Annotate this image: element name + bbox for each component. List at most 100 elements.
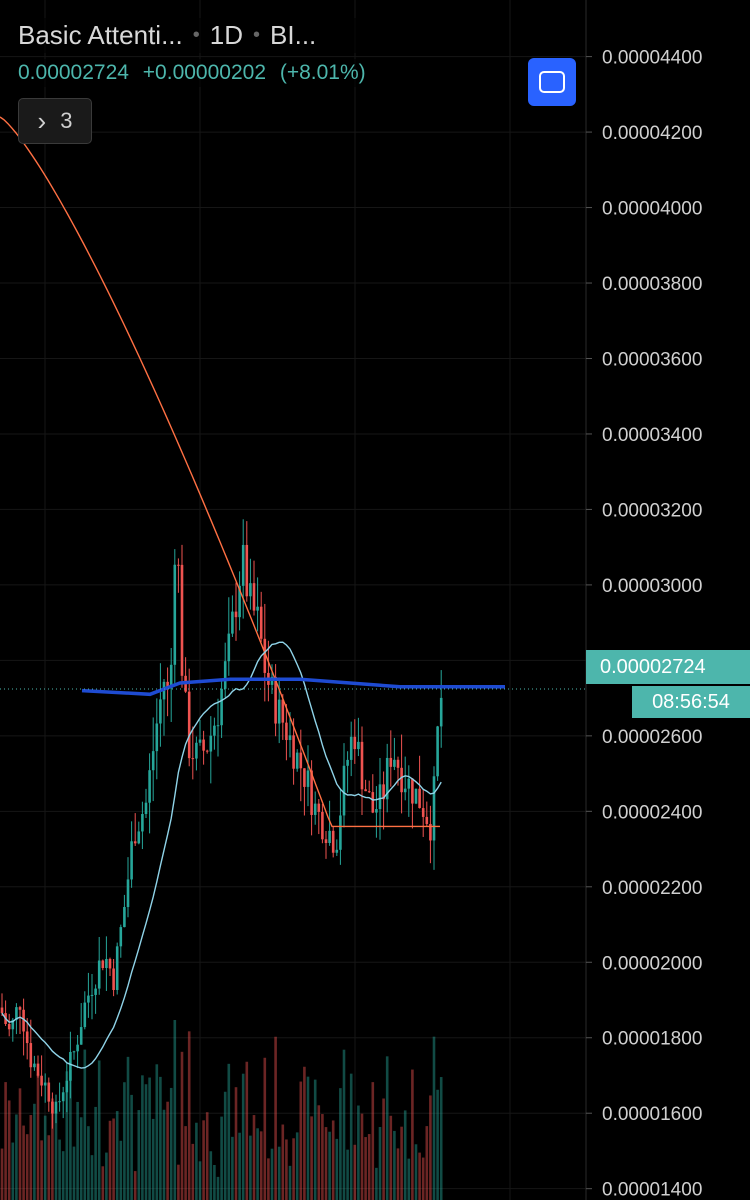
candle-body[interactable]: [277, 699, 281, 724]
symbol-row[interactable]: Basic Attenti... • 1D • BI...: [12, 18, 380, 53]
candle-body[interactable]: [220, 688, 223, 726]
candle-body[interactable]: [79, 1027, 83, 1045]
candle-body[interactable]: [87, 995, 90, 1003]
candle-body[interactable]: [245, 544, 249, 597]
candle-body[interactable]: [231, 611, 234, 634]
candle-body[interactable]: [421, 808, 425, 817]
candle-body[interactable]: [393, 759, 396, 767]
candle-body[interactable]: [339, 815, 342, 850]
candle-body[interactable]: [227, 633, 231, 662]
candle-body[interactable]: [43, 1082, 47, 1086]
candle-body[interactable]: [367, 791, 371, 793]
candle-body[interactable]: [411, 778, 414, 804]
candle-body[interactable]: [342, 765, 346, 816]
candle-body[interactable]: [126, 879, 130, 908]
candle-body[interactable]: [439, 697, 443, 727]
candle-body[interactable]: [159, 699, 162, 724]
candle-body[interactable]: [313, 803, 317, 815]
candle-body[interactable]: [72, 1051, 76, 1053]
candle-body[interactable]: [249, 583, 252, 597]
candle-body[interactable]: [166, 681, 169, 689]
candle-body[interactable]: [155, 723, 159, 752]
candle-body[interactable]: [396, 759, 400, 768]
candle-body[interactable]: [385, 757, 389, 800]
candle-body[interactable]: [295, 752, 299, 769]
candle-body[interactable]: [40, 1075, 43, 1086]
candle-body[interactable]: [378, 784, 382, 810]
candle-body[interactable]: [101, 960, 105, 969]
candle-body[interactable]: [205, 750, 209, 752]
candle-body[interactable]: [94, 988, 97, 995]
candle-body[interactable]: [407, 778, 411, 789]
candle-body[interactable]: [195, 742, 198, 759]
candle-body[interactable]: [216, 725, 220, 727]
candle-body[interactable]: [36, 1063, 40, 1076]
candle-body[interactable]: [141, 813, 144, 832]
fullscreen-button[interactable]: [528, 58, 576, 106]
candle-body[interactable]: [33, 1063, 36, 1068]
candle-body[interactable]: [360, 741, 364, 790]
candle-body[interactable]: [429, 823, 432, 841]
drawn-trendline[interactable]: [81, 677, 505, 697]
candle-body[interactable]: [328, 830, 331, 843]
candle-body[interactable]: [234, 611, 238, 618]
candle-body[interactable]: [306, 770, 310, 787]
candle-body[interactable]: [238, 585, 241, 618]
candle-body[interactable]: [375, 809, 378, 813]
candle-body[interactable]: [331, 830, 335, 853]
candle-body[interactable]: [105, 958, 108, 969]
candle-body[interactable]: [58, 1101, 61, 1103]
candle-body[interactable]: [382, 784, 385, 800]
candle-body[interactable]: [263, 638, 267, 673]
candle-body[interactable]: [151, 751, 155, 771]
candle-body[interactable]: [119, 927, 123, 947]
candle-body[interactable]: [281, 699, 285, 723]
candle-body[interactable]: [22, 1009, 25, 1032]
symbol-name[interactable]: Basic Attenti...: [18, 20, 183, 50]
candle-body[interactable]: [169, 664, 173, 689]
candle-body[interactable]: [83, 1002, 87, 1028]
candle-body[interactable]: [252, 583, 256, 611]
candle-body[interactable]: [303, 768, 306, 787]
candle-body[interactable]: [112, 968, 115, 991]
candle-body[interactable]: [321, 811, 324, 840]
candle-body[interactable]: [209, 735, 213, 752]
candle-body[interactable]: [69, 1051, 72, 1081]
candle-body[interactable]: [133, 841, 137, 844]
candle-body[interactable]: [310, 770, 313, 815]
candle-body[interactable]: [357, 741, 360, 750]
candle-body[interactable]: [51, 1101, 54, 1114]
candle-body[interactable]: [317, 803, 321, 812]
candle-body[interactable]: [371, 792, 375, 813]
candle-body[interactable]: [335, 849, 339, 853]
candle-body[interactable]: [400, 767, 403, 793]
candle-body[interactable]: [425, 816, 429, 824]
candle-body[interactable]: [364, 789, 367, 792]
candle-body[interactable]: [389, 757, 393, 767]
candle-body[interactable]: [418, 788, 421, 809]
candle-body[interactable]: [202, 739, 205, 751]
candle-body[interactable]: [115, 946, 119, 991]
candle-body[interactable]: [61, 1092, 65, 1102]
exchange-label[interactable]: BI...: [270, 20, 317, 50]
candle-body[interactable]: [148, 770, 151, 803]
candle-body[interactable]: [90, 994, 94, 996]
candle-body[interactable]: [65, 1080, 69, 1093]
candle-body[interactable]: [353, 736, 357, 750]
candlesticks[interactable]: [0, 519, 443, 1129]
price-axis[interactable]: 0.00004400 0.00004200 0.00004000 0.00003800…: [586, 48, 702, 1200]
candle-body[interactable]: [274, 676, 277, 724]
candle-body[interactable]: [7, 1023, 11, 1030]
candle-body[interactable]: [198, 739, 202, 743]
candle-body[interactable]: [177, 564, 180, 566]
candle-body[interactable]: [403, 788, 407, 793]
candle-body[interactable]: [256, 606, 259, 611]
candle-body[interactable]: [414, 788, 418, 804]
candle-body[interactable]: [123, 907, 126, 928]
candle-body[interactable]: [191, 758, 195, 760]
candle-body[interactable]: [213, 725, 216, 736]
candle-body[interactable]: [0, 1007, 4, 1014]
candle-body[interactable]: [29, 1043, 33, 1068]
